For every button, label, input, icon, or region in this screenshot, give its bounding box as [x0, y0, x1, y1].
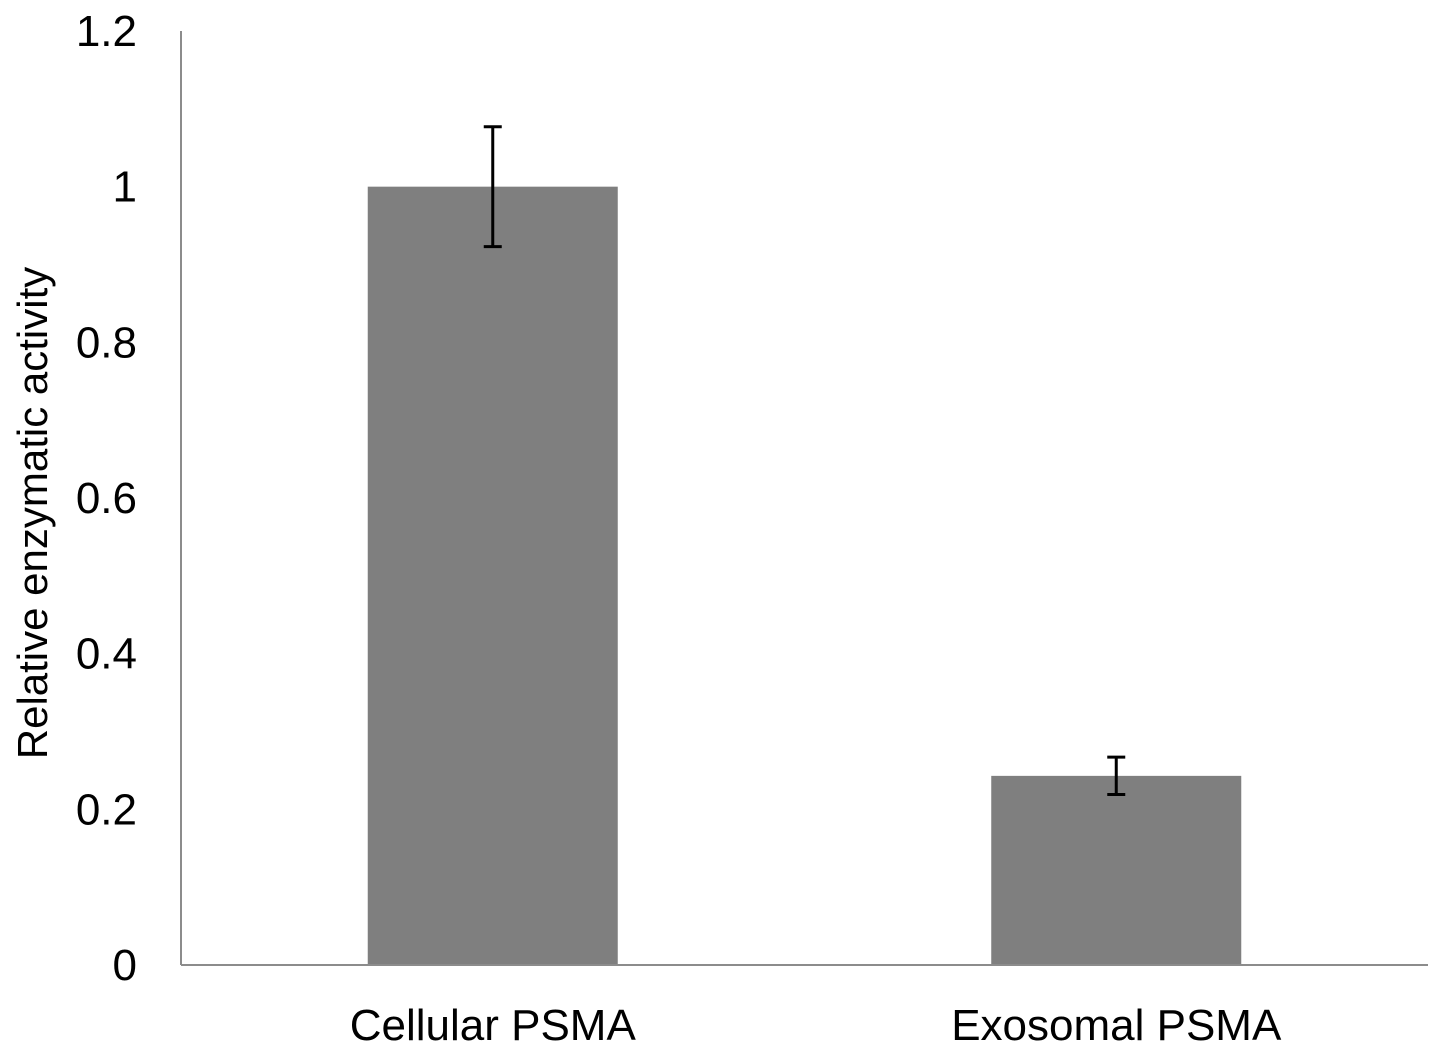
bars: [367, 186, 1242, 965]
error-bar: [1107, 755, 1126, 797]
bar: [367, 186, 618, 965]
y-tick-label: 0: [113, 941, 137, 990]
x-category-label: Exosomal PSMA: [951, 1001, 1282, 1050]
y-tick-label: 1.2: [76, 7, 137, 56]
error-bars: [483, 125, 1126, 797]
x-category-label: Cellular PSMA: [350, 1001, 637, 1050]
y-axis-ticks: 0 0.2 0.4 0.6 0.8 1 1.2: [76, 7, 137, 990]
y-axis-title: Relative enzymatic activity: [9, 267, 56, 760]
y-tick-label: 1: [113, 163, 137, 212]
error-bar: [483, 125, 502, 249]
y-tick-label: 0.8: [76, 318, 137, 367]
y-tick-label: 0.2: [76, 785, 137, 834]
y-tick-label: 0.6: [76, 474, 137, 523]
x-axis-labels: Cellular PSMA Exosomal PSMA: [350, 1001, 1282, 1050]
bar: [991, 775, 1242, 965]
y-tick-label: 0.4: [76, 630, 137, 679]
